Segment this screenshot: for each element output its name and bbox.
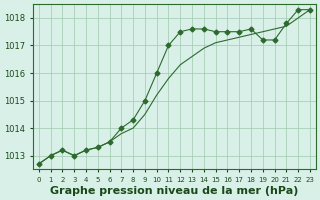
X-axis label: Graphe pression niveau de la mer (hPa): Graphe pression niveau de la mer (hPa) [50, 186, 299, 196]
